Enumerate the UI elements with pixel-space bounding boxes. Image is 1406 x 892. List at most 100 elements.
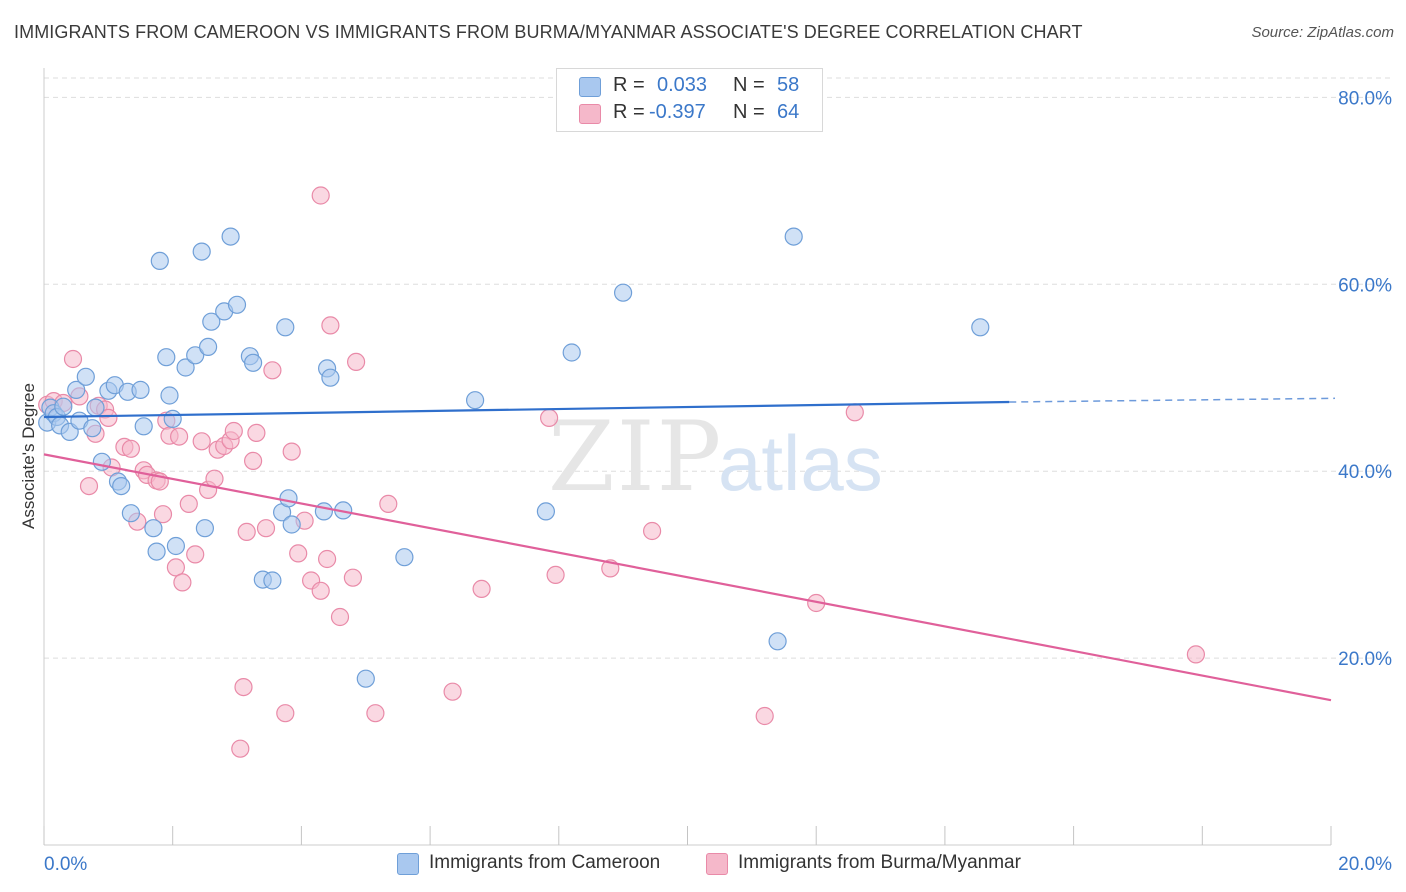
y-tick-label: 20.0%	[1338, 649, 1392, 670]
cameroon-point	[186, 346, 205, 365]
y-tick-label: 60.0%	[1338, 275, 1392, 296]
cameroon-point	[131, 380, 150, 399]
burma-point	[276, 704, 295, 723]
burma-point	[244, 451, 263, 470]
cameroon-point	[221, 227, 240, 246]
axes: 20.0% 40.0% 60.0% 80.0% 0.0% 20.0%	[43, 68, 1392, 875]
cameroon-point	[768, 632, 787, 651]
legend-swatch-cameroon	[397, 853, 419, 875]
burma-point	[330, 607, 350, 627]
cameroon-point	[83, 419, 102, 438]
burma-point	[1186, 645, 1206, 664]
burma-point	[224, 421, 243, 441]
burma-point	[379, 494, 398, 513]
burma-point	[256, 519, 276, 538]
burma-point	[366, 704, 385, 723]
cameroon-point	[160, 386, 179, 405]
cameroon-point	[971, 318, 990, 337]
burma-point	[263, 361, 282, 380]
burma-point	[231, 739, 250, 758]
burma-point	[343, 568, 362, 587]
series-legend: Immigrants from Cameroon Immigrants from…	[0, 850, 1406, 880]
trend-lines	[43, 397, 1336, 702]
burma-point	[642, 521, 662, 541]
cameroon-point	[144, 519, 163, 538]
cameroon-point	[92, 452, 112, 471]
cameroon-point	[314, 502, 333, 521]
burma-point	[121, 439, 140, 458]
cameroon-point	[244, 353, 263, 372]
burma-point	[63, 349, 83, 369]
cameroon-point	[166, 536, 185, 556]
legend-r-label: R =	[613, 101, 645, 123]
y-tick-label: 80.0%	[1338, 88, 1392, 109]
y-tick-label: 40.0%	[1338, 462, 1392, 483]
cameroon-point	[199, 337, 218, 356]
cameroon-point	[150, 251, 169, 270]
cameroon-trend-extension	[1009, 397, 1336, 403]
burma-point	[472, 579, 491, 599]
x-tick-label: 20.0%	[1338, 854, 1392, 875]
legend-n-label: N =	[733, 101, 765, 123]
burma-point	[539, 408, 559, 427]
burma-point	[170, 427, 189, 446]
burma-point	[237, 522, 256, 542]
y-axis-label: Associate's Degree	[19, 383, 38, 529]
burma-point	[247, 423, 266, 442]
cameroon-point	[276, 318, 295, 337]
cameroon-point	[263, 571, 282, 590]
cameroon-point	[121, 504, 140, 523]
x-tick-label: 0.0%	[44, 854, 87, 875]
cameroon-point	[784, 227, 803, 246]
legend-n-value: 58	[777, 74, 800, 96]
chart-title: IMMIGRANTS FROM CAMEROON VS IMMIGRANTS F…	[14, 22, 1083, 42]
data-points	[38, 186, 1206, 758]
cameroon-point	[613, 283, 633, 302]
cameroon-point	[395, 548, 414, 567]
burma-point	[311, 581, 330, 600]
cameroon-point	[562, 343, 581, 362]
cameroon-point	[157, 348, 176, 367]
cameroon-point	[466, 391, 485, 410]
cameroon-point	[202, 312, 221, 331]
burma-point	[79, 477, 99, 496]
cameroon-point	[76, 367, 95, 386]
burma-point	[845, 403, 864, 422]
cameroon-point	[227, 295, 247, 314]
cameroon-point	[147, 542, 166, 561]
burma-point	[179, 494, 198, 513]
burma-point	[546, 565, 565, 585]
chart-source: Source: ZipAtlas.com	[1251, 24, 1394, 41]
burma-point	[755, 706, 774, 726]
cameroon-point	[86, 398, 105, 417]
cameroon-point	[163, 409, 182, 428]
cameroon-point	[67, 380, 86, 399]
legend-swatch-burma	[579, 104, 601, 124]
legend-swatch-cameroon	[579, 77, 601, 97]
cameroon-point	[536, 502, 556, 521]
burma-point	[318, 549, 337, 569]
cameroon-point	[321, 368, 340, 387]
cameroon-point	[282, 515, 301, 534]
burma-point	[186, 545, 205, 564]
burma-point	[321, 316, 340, 335]
cameroon-point	[279, 489, 298, 508]
legend-r-label: R =	[613, 74, 645, 96]
legend-r-value: -0.397	[649, 101, 706, 123]
stats-legend: R = 0.033 N = 58 R = -0.397 N = 64	[556, 68, 823, 132]
cameroon-point	[134, 417, 153, 436]
legend-n-value: 64	[777, 101, 800, 123]
cameroon-point	[54, 397, 73, 416]
burma-point	[443, 682, 462, 701]
legend-label-cameroon: Immigrants from Cameroon	[429, 852, 661, 873]
burma-point	[99, 408, 118, 427]
watermark-atlas: atlas	[718, 419, 883, 507]
burma-point	[289, 544, 308, 563]
cameroon-point	[192, 242, 211, 261]
cameroon-point	[356, 669, 375, 688]
watermark-zip: ZIP	[548, 401, 723, 513]
cameroon-trend-line	[43, 400, 1010, 419]
legend-label-burma: Immigrants from Burma/Myanmar	[738, 852, 1021, 873]
burma-point	[173, 573, 192, 592]
